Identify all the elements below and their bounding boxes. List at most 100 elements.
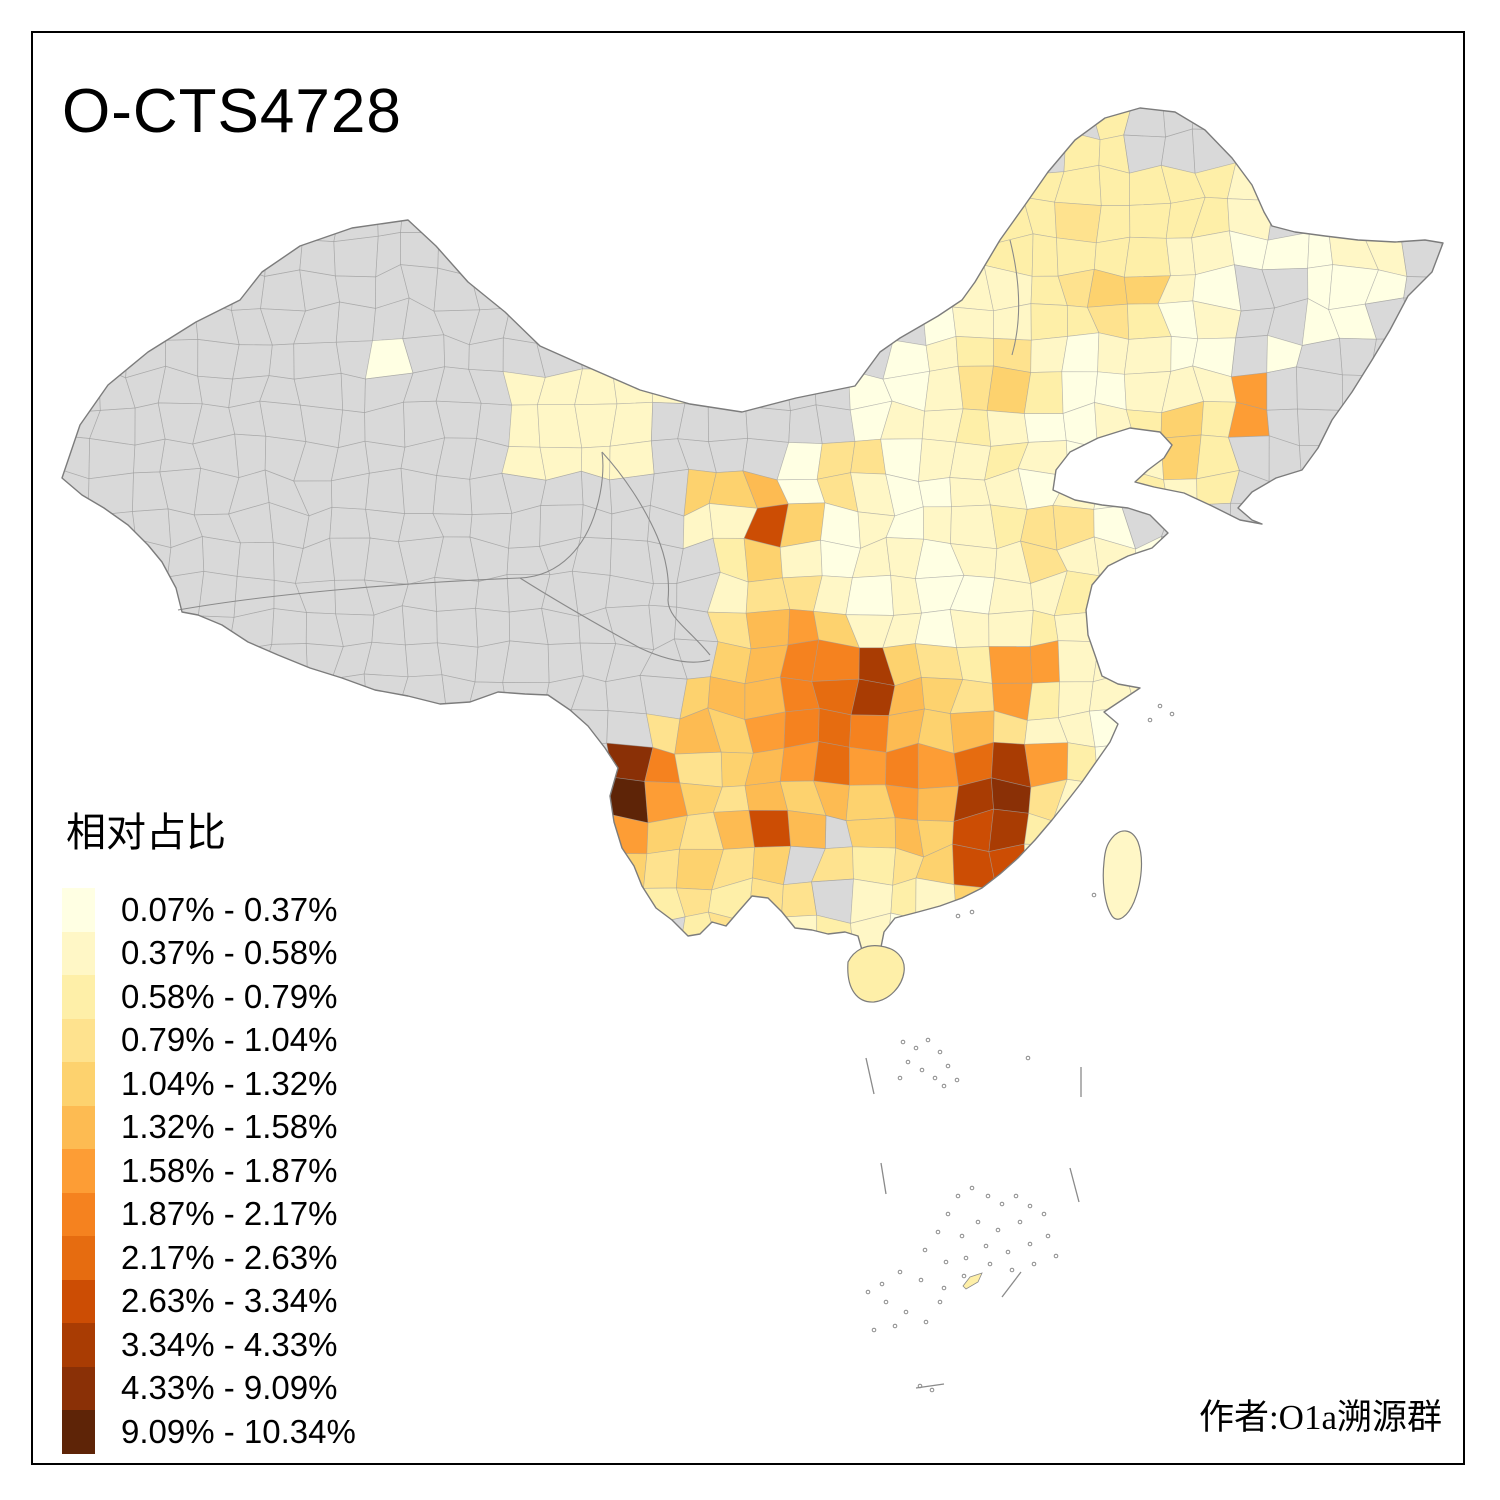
map-cell xyxy=(813,338,852,372)
map-cell xyxy=(1233,673,1275,721)
map-cell xyxy=(1336,956,1378,966)
map-cell xyxy=(262,169,308,204)
map-cell xyxy=(1161,948,1198,966)
legend-row: 1.04% - 1.32% xyxy=(62,1062,356,1106)
map-cell xyxy=(708,263,755,309)
map-cell xyxy=(1125,742,1159,783)
map-cell xyxy=(673,197,723,244)
map-cell xyxy=(744,196,782,244)
legend-swatch xyxy=(62,1018,95,1062)
legend-swatch xyxy=(62,1410,95,1454)
map-cell xyxy=(262,195,308,240)
map-cell xyxy=(811,639,860,682)
map-cell xyxy=(470,233,515,277)
map-cell xyxy=(122,196,162,241)
island-speck xyxy=(892,1323,898,1329)
legend-row: 3.34% - 4.33% xyxy=(62,1323,356,1367)
island-speck xyxy=(935,1229,941,1235)
map-cell xyxy=(1399,108,1443,131)
island-speck xyxy=(995,1227,1001,1233)
map-cell xyxy=(1334,439,1371,477)
legend-label: 1.32% - 1.58% xyxy=(121,1108,338,1146)
map-cell xyxy=(881,235,925,271)
map-cell xyxy=(1225,878,1275,926)
map-cell xyxy=(468,882,511,922)
map-cell xyxy=(535,946,584,966)
map-cell xyxy=(1266,612,1305,654)
map-cell xyxy=(469,196,515,244)
map-cell xyxy=(1198,714,1237,756)
island-speck xyxy=(897,1269,903,1275)
map-cell xyxy=(1403,297,1442,345)
map-cell xyxy=(613,948,647,966)
map-cell xyxy=(1159,674,1202,717)
island-speck xyxy=(941,1285,947,1291)
map-cell xyxy=(399,744,445,789)
map-cell xyxy=(988,843,1026,891)
map-cell xyxy=(914,235,956,271)
legend-row: 0.07% - 0.37% xyxy=(62,888,356,932)
map-cell xyxy=(1368,161,1405,206)
map-cell xyxy=(673,947,719,966)
map-cell xyxy=(399,172,447,207)
map-cell xyxy=(192,646,233,684)
map-cell xyxy=(1367,540,1409,581)
map-cell xyxy=(1123,236,1171,278)
map-cell xyxy=(744,331,786,378)
map-cell xyxy=(676,335,719,378)
map-cell xyxy=(408,984,437,1024)
map-cell xyxy=(639,271,681,310)
map-cell xyxy=(1371,877,1402,921)
map-cell xyxy=(1031,233,1059,277)
map-cell xyxy=(643,848,680,889)
map-cell xyxy=(1373,956,1411,966)
map-cell xyxy=(227,643,273,684)
map-cell xyxy=(131,679,170,718)
map-cell xyxy=(436,716,477,746)
map-cell xyxy=(537,404,583,449)
island-speck xyxy=(1157,703,1163,709)
map-cell xyxy=(1367,744,1406,784)
map-cell xyxy=(642,948,681,966)
island-speck xyxy=(961,1273,967,1279)
legend-swatch xyxy=(62,1236,95,1280)
map-cell xyxy=(1165,237,1196,277)
map-cell xyxy=(1165,605,1205,645)
map-cell xyxy=(1191,947,1230,966)
map-cell xyxy=(1301,981,1337,1016)
map-cell xyxy=(777,196,821,244)
map-cell xyxy=(1134,707,1161,746)
map-cell xyxy=(93,173,129,204)
map-cell xyxy=(536,984,583,1022)
map-cell xyxy=(1063,988,1092,1021)
map-cell xyxy=(88,266,136,307)
map-cell xyxy=(576,878,617,921)
map-cell xyxy=(62,545,100,574)
map-cell xyxy=(304,163,344,209)
island-speck xyxy=(1091,892,1097,898)
map-cell xyxy=(431,951,476,966)
map-cell xyxy=(747,877,784,923)
map-cell xyxy=(468,913,512,953)
map-cell xyxy=(1097,332,1130,375)
map-cell xyxy=(368,985,410,1025)
map-cell xyxy=(848,268,883,306)
map-cell xyxy=(1224,604,1275,654)
island-speck xyxy=(922,1247,928,1253)
taiwan-island xyxy=(1102,830,1143,920)
map-cell xyxy=(1227,162,1275,202)
map-cell xyxy=(1191,108,1238,131)
map-cell xyxy=(1335,640,1375,678)
map-cell xyxy=(159,163,202,203)
map-cell xyxy=(229,744,267,783)
map-cell xyxy=(1193,920,1242,959)
map-cell xyxy=(1024,879,1064,925)
map-cell xyxy=(1297,547,1331,585)
sea-dash xyxy=(915,1383,945,1389)
map-cell xyxy=(650,136,683,175)
map-cell xyxy=(1123,336,1172,375)
map-cell xyxy=(742,307,782,337)
page-title: O-CTS4728 xyxy=(62,77,402,146)
map-cell xyxy=(165,749,204,786)
map-cell xyxy=(536,301,577,344)
